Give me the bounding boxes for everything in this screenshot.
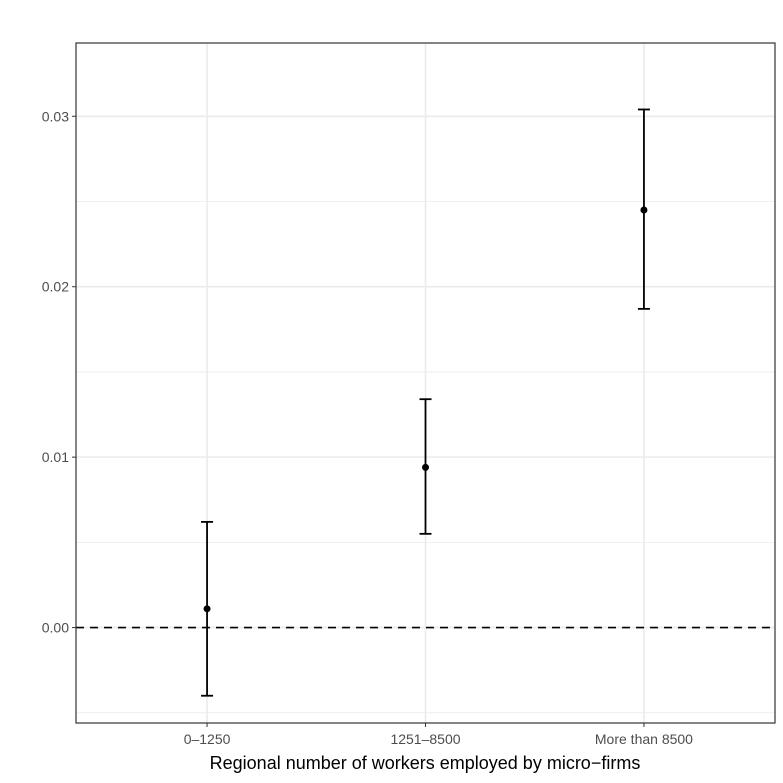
x-axis-ticks: 0–1250 1251–8500 More than 8500	[184, 723, 693, 747]
data-point	[640, 206, 648, 214]
points	[203, 206, 648, 613]
y-tick-label: 0.00	[42, 620, 69, 636]
x-tick-label: More than 8500	[595, 731, 693, 747]
y-tick-label: 0.01	[42, 449, 69, 465]
x-tick-label: 0–1250	[184, 731, 231, 747]
x-tick-label: 1251–8500	[390, 731, 460, 747]
y-tick-label: 0.03	[42, 108, 69, 124]
data-point	[203, 605, 211, 613]
data-point	[422, 463, 429, 471]
y-tick-label: 0.02	[42, 279, 69, 295]
grid-major	[76, 43, 775, 723]
x-axis-title: Regional number of workers employed by m…	[210, 753, 641, 773]
y-axis-ticks: 0.00 0.01 0.02 0.03	[42, 108, 76, 636]
